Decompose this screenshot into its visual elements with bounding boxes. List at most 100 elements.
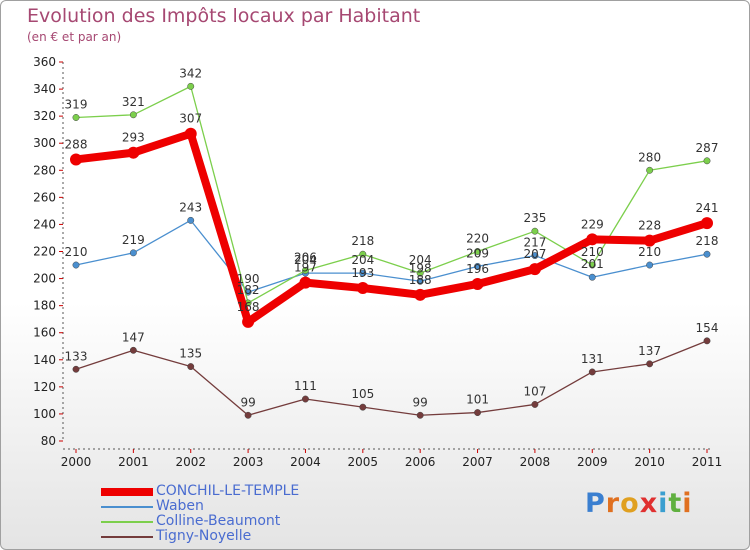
data-point bbox=[701, 217, 713, 230]
data-label: 209 bbox=[466, 246, 489, 260]
data-label: 288 bbox=[65, 137, 88, 151]
data-label: 307 bbox=[179, 112, 202, 126]
proxiti-logo: Proxiti bbox=[585, 488, 693, 519]
data-point bbox=[416, 269, 424, 277]
data-label: 235 bbox=[523, 211, 546, 225]
data-label: 154 bbox=[696, 321, 719, 335]
data-point bbox=[414, 288, 427, 301]
data-label: 206 bbox=[294, 250, 317, 264]
axes: 80 100 120 140 160 180 200 220 240 260 280 300 320 34… bbox=[33, 55, 722, 469]
data-point bbox=[531, 227, 539, 235]
data-label: 99 bbox=[413, 395, 428, 409]
data-label: 293 bbox=[122, 131, 145, 145]
data-point bbox=[588, 368, 596, 376]
data-label: 241 bbox=[696, 201, 719, 215]
logo-letter: t bbox=[668, 488, 683, 519]
data-label: 321 bbox=[122, 95, 145, 109]
y-tick-label: 80 bbox=[41, 434, 56, 448]
y-tick-label: 260 bbox=[33, 190, 56, 204]
legend-label: CONCHIL-LE-TEMPLE bbox=[156, 483, 300, 499]
data-point bbox=[531, 401, 539, 408]
data-label: 198 bbox=[409, 261, 432, 275]
y-tick-label: 340 bbox=[33, 82, 56, 96]
chart-title: Evolution des Impôts locaux par Habitant bbox=[27, 5, 421, 27]
data-label: 111 bbox=[294, 379, 317, 393]
y-tick-label: 160 bbox=[33, 326, 56, 340]
data-point bbox=[416, 411, 424, 419]
data-point bbox=[586, 233, 599, 246]
data-point bbox=[646, 261, 654, 269]
data-point bbox=[646, 360, 654, 368]
data-point bbox=[356, 282, 369, 295]
chart-subtitle: (en € et par an) bbox=[27, 30, 122, 44]
logo-letter: r bbox=[605, 488, 621, 519]
data-point bbox=[359, 250, 367, 258]
data-point bbox=[184, 127, 197, 140]
legend-label: Waben bbox=[156, 498, 204, 514]
data-point bbox=[242, 315, 255, 328]
y-tick-label: 180 bbox=[33, 299, 56, 313]
x-tick-label: 2000 bbox=[61, 455, 92, 469]
x-tick-label: 2001 bbox=[118, 455, 149, 469]
data-point bbox=[703, 250, 711, 258]
logo-letter: x bbox=[639, 488, 659, 519]
x-tick-label: 2004 bbox=[290, 455, 321, 469]
data-label: 228 bbox=[638, 219, 661, 233]
data-point bbox=[531, 252, 539, 260]
x-tick-label: 2006 bbox=[405, 455, 436, 469]
x-tick-label: 2007 bbox=[462, 455, 493, 469]
y-tick-label: 300 bbox=[33, 136, 56, 150]
x-tick-label: 2003 bbox=[233, 455, 264, 469]
y-tick-label: 220 bbox=[33, 245, 56, 259]
data-label: 201 bbox=[581, 257, 604, 271]
legend-swatch bbox=[101, 488, 153, 496]
y-tick-label: 200 bbox=[33, 272, 56, 286]
data-point bbox=[474, 262, 481, 270]
data-label: 220 bbox=[466, 232, 489, 246]
data-label: 243 bbox=[179, 200, 202, 214]
data-label: 107 bbox=[523, 384, 546, 398]
x-tick-label: 2002 bbox=[175, 455, 206, 469]
data-point bbox=[646, 166, 654, 174]
data-label: 319 bbox=[65, 97, 88, 111]
data-labels: 133 147 135 99 111 105 99 101 107 131 137 154 210 219… bbox=[65, 66, 719, 409]
data-point bbox=[187, 82, 195, 90]
data-point bbox=[129, 111, 137, 119]
data-point bbox=[359, 269, 367, 277]
data-label: 210 bbox=[581, 245, 604, 259]
y-tick-label: 320 bbox=[33, 109, 56, 123]
data-point bbox=[474, 248, 481, 255]
legend-swatch bbox=[101, 506, 153, 508]
x-tick-label: 2009 bbox=[577, 455, 608, 469]
data-label: 280 bbox=[638, 150, 661, 164]
data-point bbox=[703, 337, 711, 345]
data-point bbox=[359, 403, 367, 411]
data-point bbox=[129, 249, 137, 257]
data-point bbox=[471, 277, 484, 290]
data-point bbox=[72, 261, 80, 269]
y-tick-label: 280 bbox=[33, 163, 56, 177]
data-label: 204 bbox=[294, 253, 317, 267]
series-line-conchil-le-temple bbox=[72, 129, 711, 326]
y-tick-label: 120 bbox=[33, 380, 56, 394]
x-tick-label: 2011 bbox=[692, 455, 723, 469]
data-label: 188 bbox=[409, 273, 432, 287]
data-label: 229 bbox=[581, 217, 604, 231]
data-label: 287 bbox=[696, 141, 719, 155]
x-tick-label: 2010 bbox=[634, 455, 665, 469]
legend-swatch bbox=[101, 521, 153, 523]
data-point bbox=[302, 267, 309, 274]
series-line-tigny-noyelle bbox=[75, 340, 708, 416]
data-label: 204 bbox=[409, 253, 432, 267]
data-label: 193 bbox=[351, 266, 374, 280]
data-label: 218 bbox=[696, 234, 719, 248]
data-point bbox=[129, 346, 137, 354]
data-label: 182 bbox=[237, 283, 260, 297]
data-label: 137 bbox=[638, 344, 661, 358]
data-point bbox=[70, 153, 82, 166]
y-tick-label: 240 bbox=[33, 217, 56, 231]
legend-label: Colline-Beaumont bbox=[156, 513, 281, 529]
logo-letter: o bbox=[620, 488, 640, 519]
